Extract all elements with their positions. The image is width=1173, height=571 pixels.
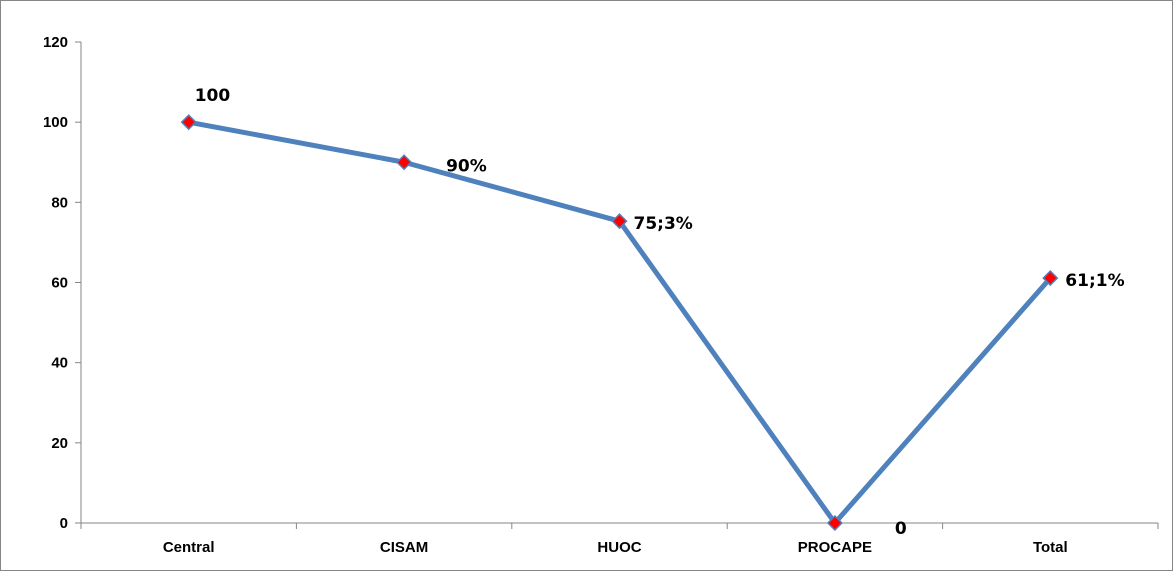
data-label: 75;3% — [634, 214, 693, 234]
x-axis: Central CISAM HUOC PROCAPE Total — [80, 522, 1159, 556]
x-tick-label: Total — [1033, 539, 1068, 556]
data-label: 90% — [446, 156, 487, 176]
y-tick-label: 40 — [51, 355, 68, 372]
data-label: 100 — [195, 86, 231, 106]
y-tick-label: 20 — [51, 435, 68, 452]
data-point-marker — [611, 213, 628, 230]
data-point-marker — [396, 154, 413, 171]
y-tick-label: 60 — [51, 275, 68, 292]
data-label: 61;1% — [1065, 271, 1124, 291]
data-labels: 100 90% 75;3% 0 61;1% — [195, 86, 1125, 539]
data-label: 0 — [895, 519, 907, 539]
data-point-marker — [180, 114, 197, 131]
series-line — [186, 119, 1053, 526]
x-tick-label: PROCAPE — [798, 539, 872, 556]
data-point-marker — [826, 514, 843, 532]
y-tick-label: 80 — [51, 194, 68, 211]
y-tick-label: 0 — [60, 515, 68, 532]
x-tick-label: HUOC — [597, 539, 641, 556]
y-tick-label: 120 — [43, 34, 68, 51]
data-point-marker — [1042, 270, 1059, 287]
series — [180, 114, 1059, 532]
x-tick-label: CISAM — [380, 539, 428, 556]
y-axis: 0 20 40 60 80 100 120 — [43, 34, 82, 532]
x-tick-label: Central — [163, 539, 215, 556]
y-tick-label: 100 — [43, 114, 68, 131]
